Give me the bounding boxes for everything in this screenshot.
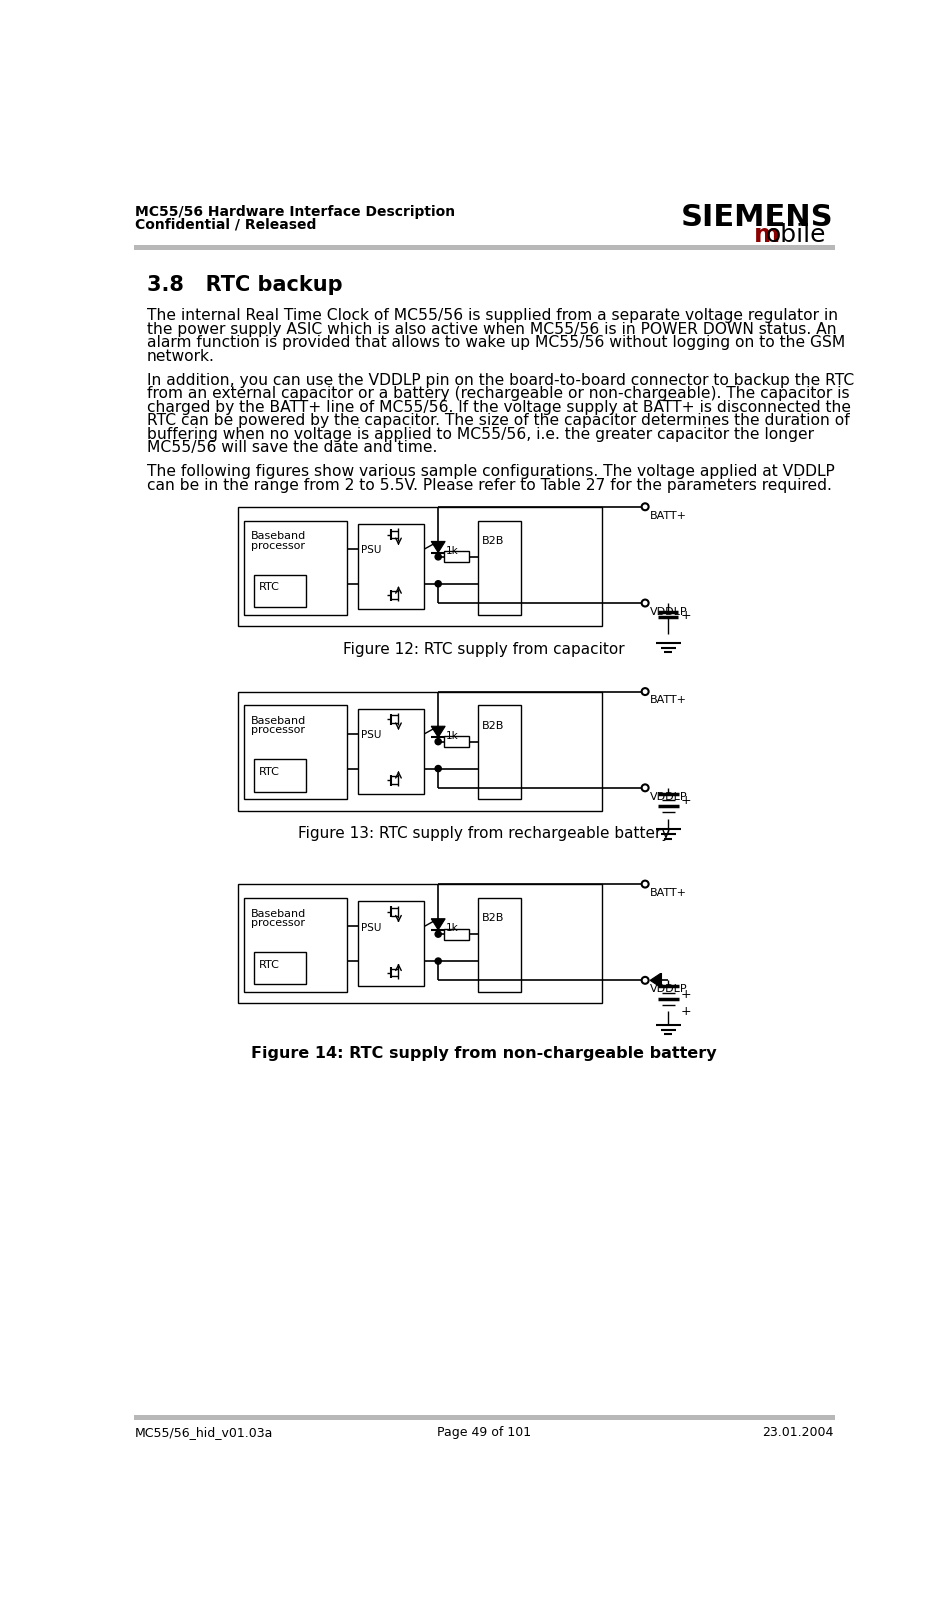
Text: 1k: 1k [446,545,458,557]
Text: VDDLP: VDDLP [649,984,686,993]
Circle shape [641,688,648,696]
Text: obile: obile [766,223,826,248]
Bar [358,524,424,610]
Bar [244,521,346,615]
Circle shape [434,958,441,964]
Text: VDDLP: VDDLP [649,791,686,801]
Bar [254,574,306,607]
Polygon shape [430,726,445,738]
Circle shape [641,600,648,607]
Text: PSU: PSU [362,545,381,555]
Text: processor: processor [250,540,304,550]
Circle shape [434,553,441,560]
Text: BATT+: BATT+ [649,696,686,705]
Polygon shape [430,542,445,552]
Text: processor: processor [250,725,304,736]
Text: RTC: RTC [258,767,279,777]
Text: network.: network. [146,348,214,364]
Text: MC55/56 Hardware Interface Description: MC55/56 Hardware Interface Description [135,205,455,218]
Text: buffering when no voltage is applied to MC55/56, i.e. the greater capacitor the : buffering when no voltage is applied to … [146,427,813,442]
Text: 3.8   RTC backup: 3.8 RTC backup [146,275,342,294]
Bar [444,552,469,561]
Text: B2B: B2B [481,722,503,731]
Text: charged by the BATT+ line of MC55/56. If the voltage supply at BATT+ is disconne: charged by the BATT+ line of MC55/56. If… [146,400,850,414]
Text: 23.01.2004: 23.01.2004 [761,1425,833,1438]
Text: +: + [680,610,691,623]
Text: Baseband: Baseband [250,909,306,919]
Text: The following figures show various sample configurations. The voltage applied at: The following figures show various sampl… [146,464,834,479]
Text: BATT+: BATT+ [649,888,686,898]
Circle shape [641,785,648,791]
Circle shape [641,503,648,510]
Text: PSU: PSU [362,730,381,739]
Text: alarm function is provided that allows to wake up MC55/56 without logging on to : alarm function is provided that allows t… [146,335,844,349]
Circle shape [434,581,441,587]
Bar [478,898,520,992]
Text: 1k: 1k [446,731,458,741]
Text: The internal Real Time Clock of MC55/56 is supplied from a separate voltage regu: The internal Real Time Clock of MC55/56 … [146,307,837,324]
Bar [444,929,469,940]
Bar [478,521,520,615]
Polygon shape [430,919,445,930]
Text: m: m [752,223,779,248]
Bar [133,244,834,249]
Text: B2B: B2B [481,913,503,924]
Bar [254,951,306,984]
Bar [444,736,469,748]
Text: +: + [680,989,691,1002]
Text: processor: processor [250,917,304,929]
Circle shape [434,930,441,937]
Text: can be in the range from 2 to 5.5V. Please refer to Table 27 for the parameters : can be in the range from 2 to 5.5V. Plea… [146,477,831,493]
Text: Figure 13: RTC supply from rechargeable battery: Figure 13: RTC supply from rechargeable … [297,827,670,841]
Text: RTC can be powered by the capacitor. The size of the capacitor determines the du: RTC can be powered by the capacitor. The… [146,413,849,429]
Bar [244,898,346,992]
Text: BATT+: BATT+ [649,511,686,521]
Text: Baseband: Baseband [250,531,306,542]
Text: +: + [680,794,691,807]
Bar [244,705,346,799]
Text: B2B: B2B [481,536,503,545]
Circle shape [641,880,648,888]
Text: VDDLP: VDDLP [649,607,686,616]
Text: Figure 14: RTC supply from non-chargeable battery: Figure 14: RTC supply from non-chargeabl… [251,1045,716,1061]
Text: +: + [680,1005,691,1018]
Bar [238,506,602,626]
Text: the power supply ASIC which is also active when MC55/56 is in POWER DOWN status.: the power supply ASIC which is also acti… [146,322,835,337]
Text: MC55/56 will save the date and time.: MC55/56 will save the date and time. [146,440,437,455]
Bar [238,883,602,1003]
Text: PSU: PSU [362,922,381,932]
Text: RTC: RTC [258,582,279,592]
Text: Confidential / Released: Confidential / Released [135,217,316,231]
Text: Figure 12: RTC supply from capacitor: Figure 12: RTC supply from capacitor [343,641,625,657]
Bar [358,901,424,987]
Bar [478,705,520,799]
Text: 1k: 1k [446,924,458,934]
Bar [238,691,602,811]
Bar [358,709,424,794]
Bar [254,759,306,791]
Text: Page 49 of 101: Page 49 of 101 [437,1425,531,1438]
Bar [133,1416,834,1421]
Text: RTC: RTC [258,959,279,969]
Circle shape [434,738,441,744]
Text: SIEMENS: SIEMENS [680,204,833,233]
Text: MC55/56_hid_v01.03a: MC55/56_hid_v01.03a [135,1425,273,1438]
Circle shape [641,977,648,984]
Polygon shape [649,974,660,987]
Circle shape [434,765,441,772]
Text: Baseband: Baseband [250,717,306,726]
Text: from an external capacitor or a battery (rechargeable or non-chargeable). The ca: from an external capacitor or a battery … [146,387,849,401]
Text: In addition, you can use the VDDLP pin on the board-to-board connector to backup: In addition, you can use the VDDLP pin o… [146,372,853,388]
